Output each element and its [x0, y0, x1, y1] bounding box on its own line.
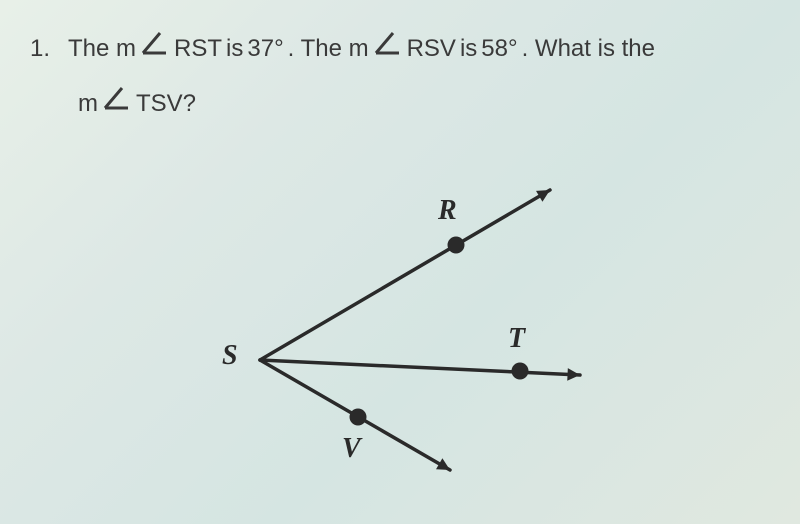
vertex-label-s: S [222, 340, 238, 372]
ray-label-t: T [508, 323, 525, 355]
ray-label-r: R [438, 195, 457, 227]
ray-label-v: V [342, 433, 361, 465]
angle-diagram: S R T V [220, 180, 640, 500]
angle-rst-name: RST [174, 35, 222, 63]
text-is-1: is [226, 35, 243, 63]
question-number: 1. [30, 35, 50, 63]
angle-icon [140, 30, 170, 63]
angle-rsv-name: RSV [407, 35, 456, 63]
text-is-2: is [460, 35, 477, 63]
text-m-3: m [78, 90, 98, 118]
diagram-svg [220, 180, 640, 500]
text-the-m-2: . The m [288, 35, 369, 63]
angle-rst-value: 37° [247, 35, 283, 63]
angle-icon [102, 85, 132, 118]
angle-tsv-name: TSV? [136, 90, 196, 118]
question-line-2: m TSV? [78, 85, 196, 118]
text-the-m-1: The m [68, 35, 136, 63]
angle-rsv-value: 58° [481, 35, 517, 63]
text-what-is: . What is the [522, 35, 655, 63]
angle-icon [373, 30, 403, 63]
question-line-1: 1. The m RST is 37° . The m RSV is 58° .… [30, 30, 655, 63]
